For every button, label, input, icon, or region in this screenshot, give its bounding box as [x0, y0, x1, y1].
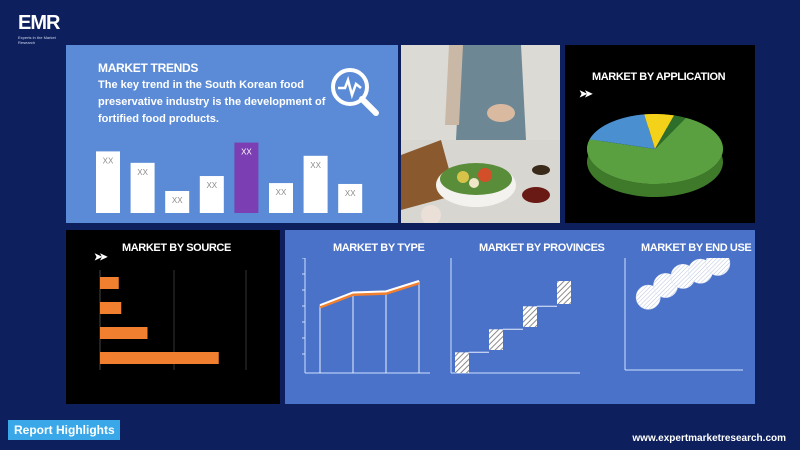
trends-title: MARKET TRENDS: [98, 61, 199, 75]
pie-slice: [587, 117, 723, 184]
analytics-icon: [331, 68, 379, 116]
trends-text: The key trend in the South Korean food p…: [98, 79, 326, 125]
trend-bar-label: XX: [310, 161, 321, 170]
end-use-bubble: [635, 284, 661, 310]
type-title: MARKET BY TYPE: [333, 242, 425, 254]
end-use-bubble-chart: [624, 258, 743, 371]
provinces-bar: [557, 281, 571, 304]
double-arrow-icon: ➤➤: [579, 89, 593, 100]
trend-bar: [234, 142, 259, 213]
trends-bar-chart: XX XX XX XX XX XX XX XX: [96, 142, 363, 213]
source-bar: [100, 327, 148, 339]
market-by-application-panel: MARKET BY APPLICATION ➤➤: [565, 45, 755, 223]
trend-bar-label: XX: [206, 181, 217, 190]
trend-bar: [96, 151, 120, 213]
application-title: MARKET BY APPLICATION: [592, 71, 726, 83]
double-arrow-icon: ➤➤: [94, 252, 108, 263]
trend-bar: [199, 176, 224, 213]
source-bar: [100, 277, 119, 289]
source-bar: [100, 352, 219, 364]
source-title: MARKET BY SOURCE: [122, 242, 231, 254]
trend-bar-label: XX: [345, 189, 356, 198]
pie-slice: [655, 115, 686, 149]
end-use-bubble: [705, 258, 731, 276]
type-line-chart: [302, 258, 430, 374]
end-use-title: MARKET BY END USE: [641, 242, 752, 254]
market-trends-panel: MARKET TRENDS The key trend in the South…: [66, 45, 398, 223]
pie-slice: [589, 114, 655, 149]
trend-bar-label: XX: [276, 188, 287, 197]
type-provinces-enduse-panel: MARKET BY TYPE MARKET BY PROVINCES MARKE…: [285, 230, 755, 404]
provinces-bar: [523, 306, 537, 327]
source-bar-chart: [99, 270, 247, 370]
market-by-source-panel: MARKET BY SOURCE ➤➤: [66, 230, 280, 404]
trend-bar: [338, 183, 363, 213]
type-line-shadow: [319, 281, 420, 309]
trend-bar-label: XX: [137, 168, 148, 177]
website-link[interactable]: www.expertmarketresearch.com: [632, 433, 786, 444]
source-bar: [100, 302, 122, 314]
trend-bar-label: XX: [241, 148, 252, 157]
pie-slice: [644, 114, 674, 149]
provinces-bar: [455, 352, 469, 373]
trend-bar-label: XX: [172, 196, 183, 205]
report-highlights-button[interactable]: Report Highlights: [8, 420, 120, 440]
trend-bar: [269, 183, 293, 213]
provinces-title: MARKET BY PROVINCES: [479, 242, 605, 254]
trend-bar: [165, 191, 190, 213]
food-photo: [401, 45, 560, 223]
salad-bowl-image: [401, 45, 560, 223]
provinces-bar: [489, 329, 503, 350]
emr-logo: EMR Experts in the Market Research: [18, 12, 66, 45]
type-line: [319, 280, 420, 307]
application-pie-chart: [587, 114, 723, 197]
logo-mark: EMR: [18, 12, 60, 34]
provinces-step-chart: [450, 258, 580, 374]
logo-tagline: Experts in the Market Research: [18, 35, 56, 45]
trend-bar: [130, 162, 155, 213]
trend-bar-label: XX: [103, 156, 114, 165]
trend-bar: [303, 155, 328, 213]
